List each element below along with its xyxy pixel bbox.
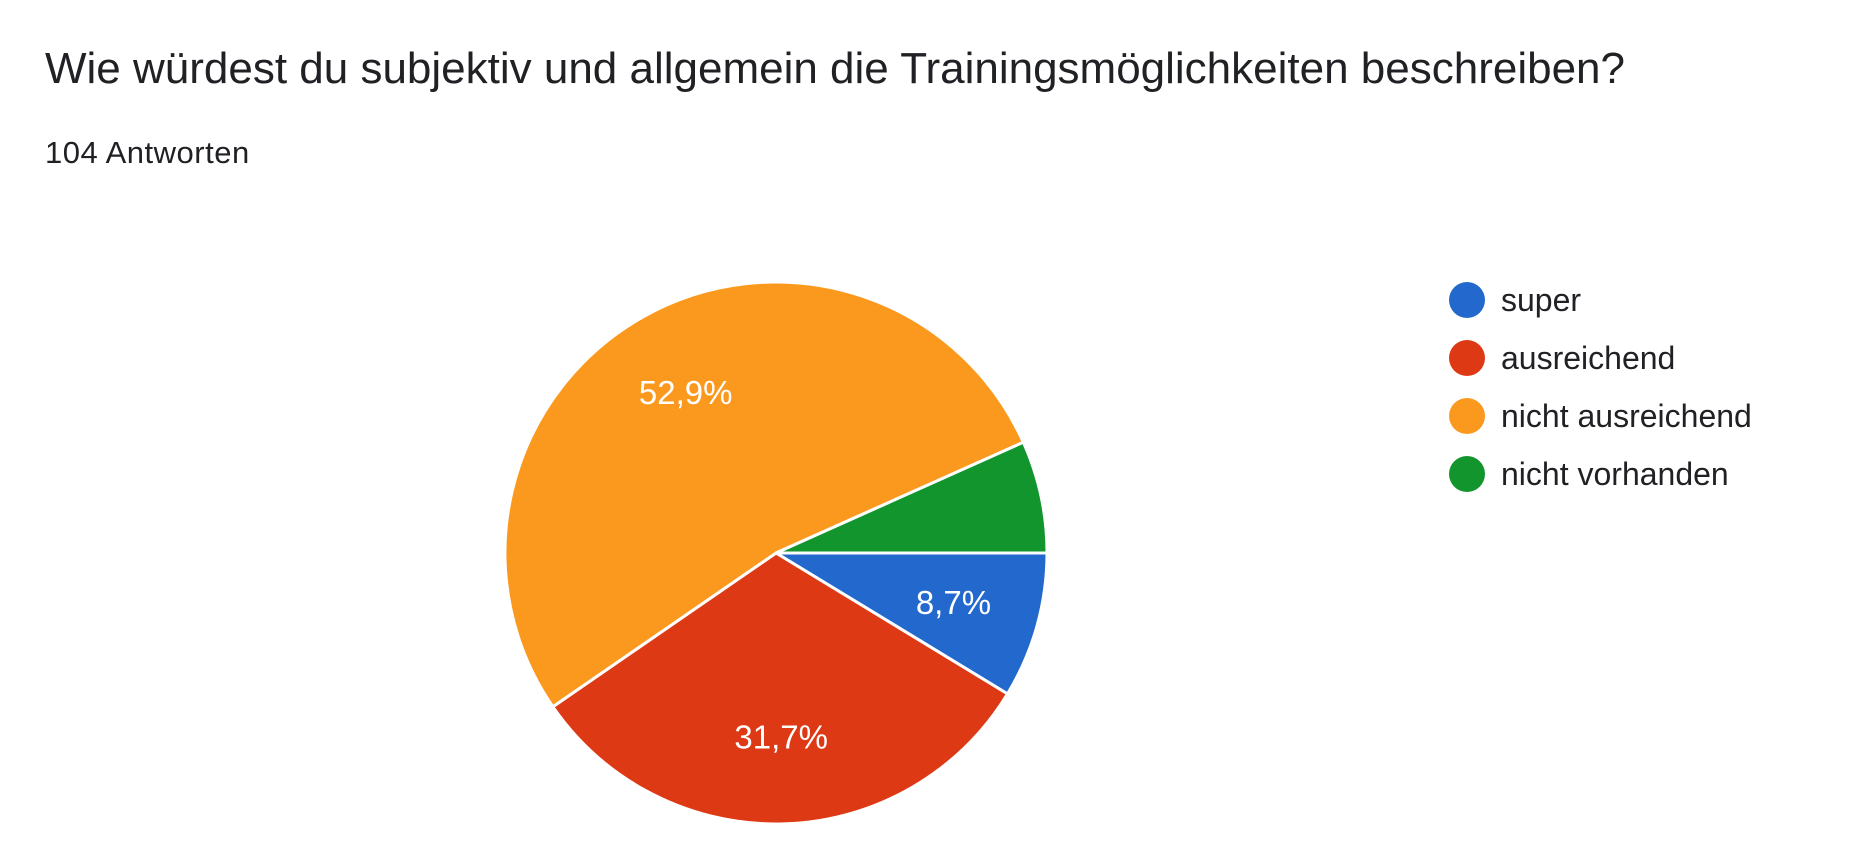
pie-slice-label: 8,7% [916,584,991,621]
pie-slices [503,280,1049,826]
response-count: 104 Antworten [45,135,250,170]
pie-slice-nicht-vorhanden [775,440,1049,555]
legend-swatch [1449,398,1485,434]
question-title: Wie würdest du subjektiv und allgemein d… [45,44,1625,93]
legend-swatch [1449,456,1485,492]
legend-label: super [1501,282,1581,318]
pie-slice-ausreichend [550,551,1010,826]
legend-label: nicht ausreichend [1501,398,1752,434]
legend-swatch [1449,282,1485,318]
legend: super ausreichend nicht ausreichend nicht v… [1449,282,1752,492]
pie-slice-nicht-ausreichend [503,280,1026,709]
pie-labels: 8,7% 31,7% 52,9% [639,374,991,756]
legend-label: nicht vorhanden [1501,456,1729,492]
pie-slice-super [770,551,1049,696]
pie-slice-label: 31,7% [734,719,828,756]
pie-slice-label: 52,9% [639,374,733,411]
legend-swatch [1449,340,1485,376]
legend-label: ausreichend [1501,340,1675,376]
